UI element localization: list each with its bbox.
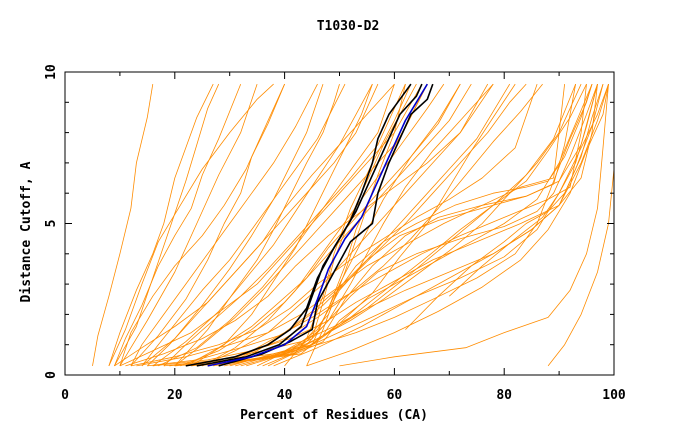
series-line-31 — [130, 83, 285, 367]
series-line-15 — [130, 83, 538, 367]
series-line-39 — [114, 83, 220, 367]
series-line-23 — [191, 83, 593, 367]
y-axis-label: Distance Cutoff, A — [19, 161, 34, 302]
series-line-57 — [196, 83, 423, 367]
x-tick-label-5: 100 — [602, 388, 626, 403]
series-line-54 — [202, 83, 445, 367]
series-line-29 — [235, 84, 576, 367]
series-line-16 — [136, 84, 565, 367]
x-tick-label-3: 60 — [387, 388, 403, 403]
series-line-53 — [191, 83, 373, 367]
series-line-52 — [174, 83, 340, 367]
x-tick-label-0: 0 — [61, 388, 69, 403]
series-line-35 — [180, 83, 472, 367]
series-line-43 — [256, 84, 406, 367]
series-line-10 — [202, 83, 489, 367]
x-tick-label-1: 20 — [167, 388, 183, 403]
series-line-2 — [114, 83, 242, 367]
series-line-37 — [240, 83, 582, 367]
series-line-0 — [92, 84, 154, 366]
series-line-51 — [449, 83, 598, 297]
y-tick-label-2: 10 — [44, 64, 59, 80]
x-tick-label-4: 80 — [496, 388, 512, 403]
series-line-9 — [185, 83, 461, 367]
y-tick-label-1: 5 — [44, 220, 59, 228]
series-line-50 — [405, 83, 604, 330]
series-line-47 — [306, 84, 609, 367]
series-line-38 — [108, 83, 274, 367]
chart-title: T1030-D2 — [317, 19, 380, 34]
series-line-59 — [207, 83, 428, 367]
series-line-28 — [229, 83, 593, 367]
series-line-36 — [207, 83, 543, 367]
series-line-45 — [267, 83, 576, 367]
series-line-58 — [218, 83, 434, 367]
series-line-30 — [246, 83, 598, 367]
series-line-48 — [339, 84, 609, 367]
series-line-14 — [125, 83, 494, 367]
series-line-4 — [130, 83, 318, 367]
tick-layer: 0 20 40 60 80 100 0 5 10 — [44, 64, 626, 403]
series-layer — [92, 83, 615, 367]
series-line-12 — [114, 83, 395, 367]
series-line-1 — [108, 83, 214, 367]
series-line-46 — [273, 83, 609, 367]
series-line-34 — [158, 83, 395, 367]
x-axis-label: Percent of Residues (CA) — [240, 408, 428, 423]
series-line-26 — [213, 83, 428, 367]
series-line-7 — [163, 83, 406, 367]
series-line-49 — [547, 84, 615, 367]
series-line-13 — [119, 83, 423, 367]
series-line-32 — [141, 83, 324, 367]
series-line-44 — [262, 83, 516, 367]
series-line-40 — [119, 83, 258, 367]
series-line-25 — [207, 83, 494, 367]
x-tick-label-2: 40 — [277, 388, 293, 403]
series-line-5 — [141, 83, 346, 367]
y-tick-label-0: 0 — [44, 371, 59, 379]
series-line-33 — [152, 83, 373, 367]
